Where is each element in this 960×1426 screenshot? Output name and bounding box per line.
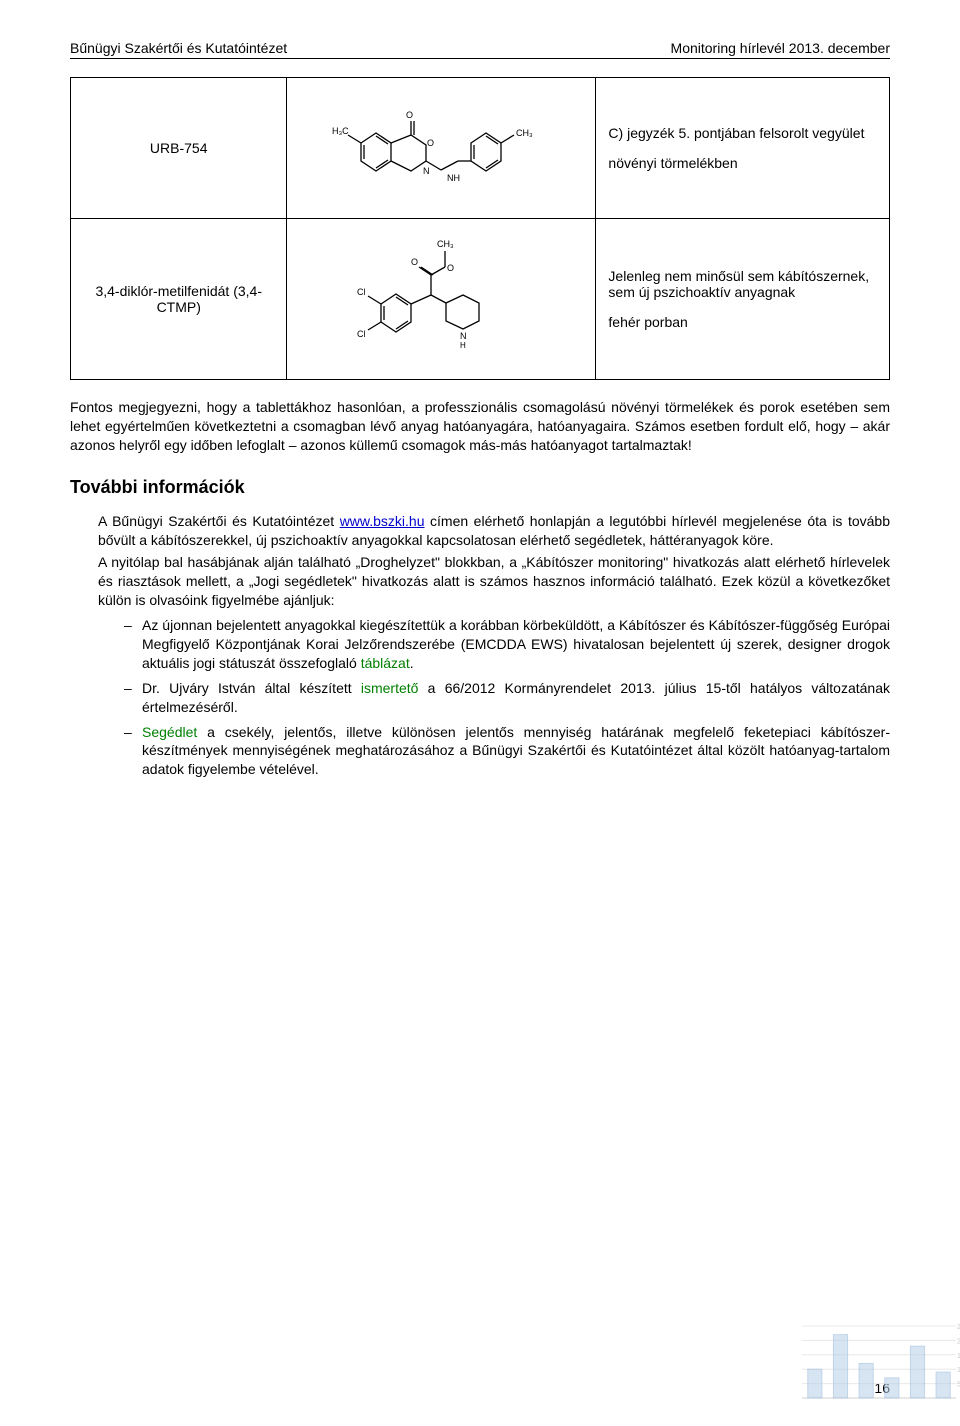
compound-desc: C) jegyzék 5. pontjában felsorolt vegyül… [596,78,890,219]
compound-structure: H₃C O O N NH CH₃ [287,78,596,219]
desc-line2: növényi törmelékben [608,155,881,171]
svg-text:NH: NH [447,173,460,183]
list-item: Az újonnan bejelentett anyagokkal kiegés… [124,616,890,673]
body-p2: A nyitólap bal hasábjának alján találhat… [98,553,890,610]
svg-text:CH₃: CH₃ [516,128,533,138]
bullet-post: . [410,655,414,671]
svg-text:O: O [411,257,418,267]
section-title: További információk [70,477,890,498]
table-row: URB-754 H₃C O O N NH CH₃ [71,78,890,219]
compound-name: 3,4-diklór-metilfenidát (3,4-CTMP) [71,219,287,380]
corner-chart-icon: 510152025 [780,1318,960,1408]
table-row: 3,4-diklór-metilfenidát (3,4-CTMP) Cl Cl… [71,219,890,380]
bullet-green: táblázat [361,655,410,671]
page-header: Bűnügyi Szakértői és Kutatóintézet Monit… [70,40,890,59]
desc-line2: fehér porban [608,314,881,330]
bullet-pre: Dr. Ujváry István által készített [142,680,361,696]
header-left: Bűnügyi Szakértői és Kutatóintézet [70,40,287,56]
bullet-pre: Az újonnan bejelentett anyagokkal kiegés… [142,617,890,671]
svg-text:N: N [423,166,430,176]
svg-text:Cl: Cl [357,329,366,339]
svg-text:CH₃: CH₃ [437,239,454,249]
body-p1: A Bűnügyi Szakértői és Kutatóintézet www… [98,512,890,550]
compound-desc: Jelenleg nem minősül sem kábítószernek, … [596,219,890,380]
list-item: Dr. Ujváry István által készített ismert… [124,679,890,717]
svg-text:O: O [427,138,434,148]
desc-line1: C) jegyzék 5. pontjában felsorolt vegyül… [608,125,881,141]
svg-text:H₃C: H₃C [332,126,349,136]
desc-line1: Jelenleg nem minősül sem kábítószernek, … [608,268,881,300]
bullet-list: Az újonnan bejelentett anyagokkal kiegés… [98,616,890,779]
svg-text:O: O [447,263,454,273]
bullet-green: Segédlet [142,724,197,740]
svg-text:N: N [460,331,467,341]
compound-structure: Cl Cl O O CH₃ N H [287,219,596,380]
compound-table: URB-754 H₃C O O N NH CH₃ [70,77,890,380]
header-right: Monitoring hírlevél 2013. december [671,40,890,56]
bszki-link[interactable]: www.bszki.hu [340,513,425,529]
svg-text:H: H [460,341,466,350]
list-item: Segédlet a csekély, jelentős, illetve kü… [124,723,890,780]
compound-name: URB-754 [71,78,287,219]
note-paragraph: Fontos megjegyezni, hogy a tablettákhoz … [70,398,890,455]
svg-text:O: O [406,110,413,120]
svg-text:Cl: Cl [357,287,366,297]
bullet-post: a csekély, jelentős, illetve különösen j… [142,724,890,778]
bullet-green: ismertető [361,680,419,696]
body-p1-a: A Bűnügyi Szakértői és Kutatóintézet [98,513,340,529]
body-block: A Bűnügyi Szakértői és Kutatóintézet www… [98,512,890,780]
